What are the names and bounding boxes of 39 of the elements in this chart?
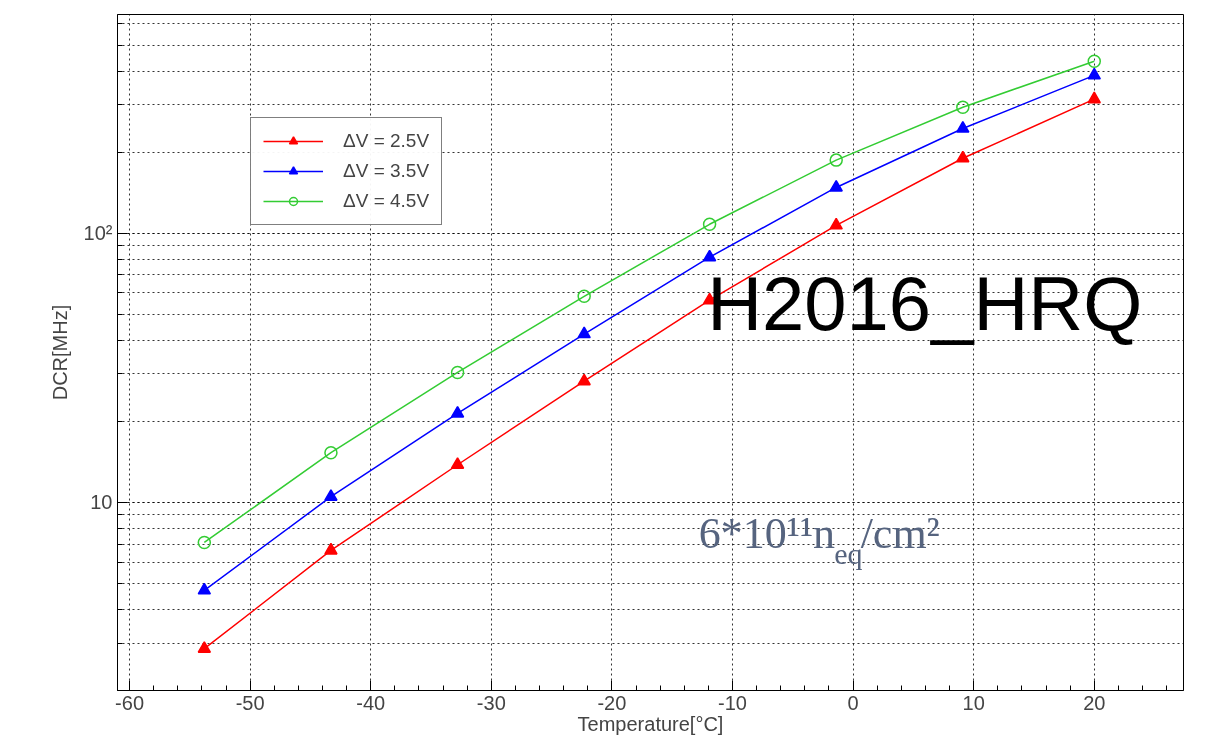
point bbox=[829, 153, 843, 167]
x-tick-label: 20 bbox=[1083, 691, 1106, 714]
legend-label: ΔV = 4.5V bbox=[343, 190, 430, 212]
point bbox=[956, 100, 970, 114]
point bbox=[702, 249, 717, 262]
point bbox=[956, 120, 970, 133]
x-tick-label: -60 bbox=[115, 691, 145, 714]
point bbox=[702, 217, 717, 232]
y-tick-label: 10² bbox=[83, 222, 113, 245]
point bbox=[324, 542, 338, 555]
point bbox=[1087, 67, 1102, 80]
point bbox=[450, 457, 465, 469]
x-axis-title: Temperature[°C] bbox=[577, 712, 724, 735]
point bbox=[197, 641, 212, 653]
point bbox=[577, 373, 591, 386]
legend-label: ΔV = 2.5V bbox=[343, 130, 430, 152]
point bbox=[324, 489, 338, 501]
point bbox=[577, 326, 591, 339]
x-tick-label: -40 bbox=[356, 691, 386, 714]
x-tick-label: -10 bbox=[718, 691, 747, 714]
x-tick-label: -50 bbox=[235, 691, 265, 714]
point bbox=[450, 405, 465, 418]
point bbox=[1087, 54, 1102, 68]
point bbox=[197, 535, 212, 550]
annotation: H2016_HRQ bbox=[707, 261, 1143, 347]
x-tick-label: -30 bbox=[476, 691, 506, 714]
x-tick-label: -20 bbox=[597, 691, 627, 714]
x-tick-label: 0 bbox=[847, 691, 859, 714]
legend-label: ΔV = 3.5V bbox=[343, 160, 430, 182]
point bbox=[829, 217, 843, 230]
point bbox=[956, 150, 970, 163]
point bbox=[829, 179, 843, 192]
point bbox=[577, 289, 591, 304]
y-axis-title: DCR[MHz] bbox=[48, 304, 71, 401]
point bbox=[450, 365, 465, 380]
point bbox=[324, 445, 338, 460]
x-tick-label: 10 bbox=[962, 691, 985, 714]
point bbox=[1087, 91, 1102, 104]
point bbox=[197, 582, 212, 595]
